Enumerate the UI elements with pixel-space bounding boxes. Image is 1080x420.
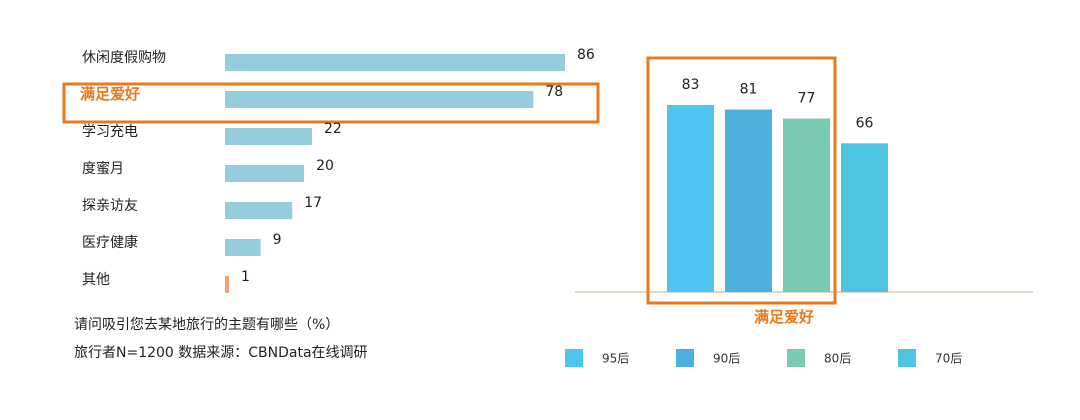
bar bbox=[225, 165, 305, 182]
category-label: 医疗健康 bbox=[82, 234, 138, 251]
horizontal-bar-chart: 休闲度假购物 86 满足爱好 78 学习充电 22 度蜜月 20 探亲访友 17 医疗健康 9 其他 1 bbox=[62, 47, 600, 293]
value-label: 78 bbox=[545, 84, 563, 100]
value-label: 81 bbox=[740, 82, 758, 98]
bar bbox=[783, 118, 830, 293]
chart-note-source: 旅行者N=1200 数据来源：CBNData在线调研 bbox=[74, 345, 368, 361]
bar bbox=[225, 239, 261, 256]
bar bbox=[225, 276, 229, 293]
bar bbox=[225, 54, 565, 71]
bar bbox=[225, 202, 293, 219]
chart-note-question: 请问吸引您去某地旅行的主题有哪些（%） bbox=[74, 317, 340, 333]
value-label: 22 bbox=[324, 121, 342, 137]
grouped-bar-chart: 83 81 77 66 满足爱好 95后 90后 80后 70后 bbox=[565, 56, 1033, 367]
value-label: 77 bbox=[798, 91, 816, 107]
highlight-box bbox=[62, 82, 600, 124]
bar bbox=[841, 143, 888, 292]
category-label: 满足爱好 bbox=[754, 308, 814, 326]
legend-swatch bbox=[565, 349, 583, 367]
value-label: 83 bbox=[682, 77, 700, 93]
value-label: 66 bbox=[856, 115, 874, 131]
highlight-box bbox=[646, 56, 837, 305]
category-label: 其他 bbox=[82, 272, 110, 288]
legend-swatch bbox=[787, 349, 805, 367]
legend-label: 80后 bbox=[824, 352, 851, 366]
value-label: 86 bbox=[577, 47, 595, 63]
value-label: 9 bbox=[273, 232, 282, 248]
value-label: 20 bbox=[316, 158, 334, 174]
bar bbox=[225, 91, 534, 108]
category-label: 探亲访友 bbox=[82, 198, 138, 214]
legend-label: 70后 bbox=[935, 352, 962, 366]
category-label: 学习充电 bbox=[82, 124, 138, 140]
category-label: 满足爱好 bbox=[80, 85, 140, 103]
category-label: 休闲度假购物 bbox=[82, 50, 166, 66]
value-label: 1 bbox=[241, 269, 250, 285]
legend-swatch bbox=[676, 349, 694, 367]
bar bbox=[225, 128, 312, 145]
legend-label: 95后 bbox=[602, 352, 629, 366]
legend-swatch bbox=[898, 349, 916, 367]
category-label: 度蜜月 bbox=[82, 161, 124, 177]
legend-label: 90后 bbox=[713, 352, 740, 366]
bar bbox=[667, 105, 714, 292]
value-label: 17 bbox=[304, 195, 322, 211]
bar bbox=[725, 109, 772, 292]
